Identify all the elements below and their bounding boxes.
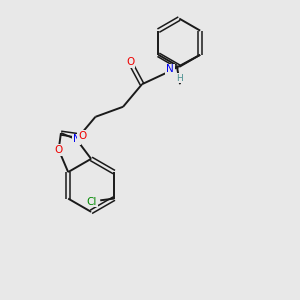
Text: N: N <box>166 64 174 74</box>
Text: O: O <box>55 145 63 155</box>
Text: N: N <box>73 134 80 144</box>
Text: Cl: Cl <box>87 196 97 206</box>
Text: H: H <box>176 74 183 83</box>
Text: O: O <box>78 131 86 141</box>
Text: O: O <box>126 57 134 67</box>
